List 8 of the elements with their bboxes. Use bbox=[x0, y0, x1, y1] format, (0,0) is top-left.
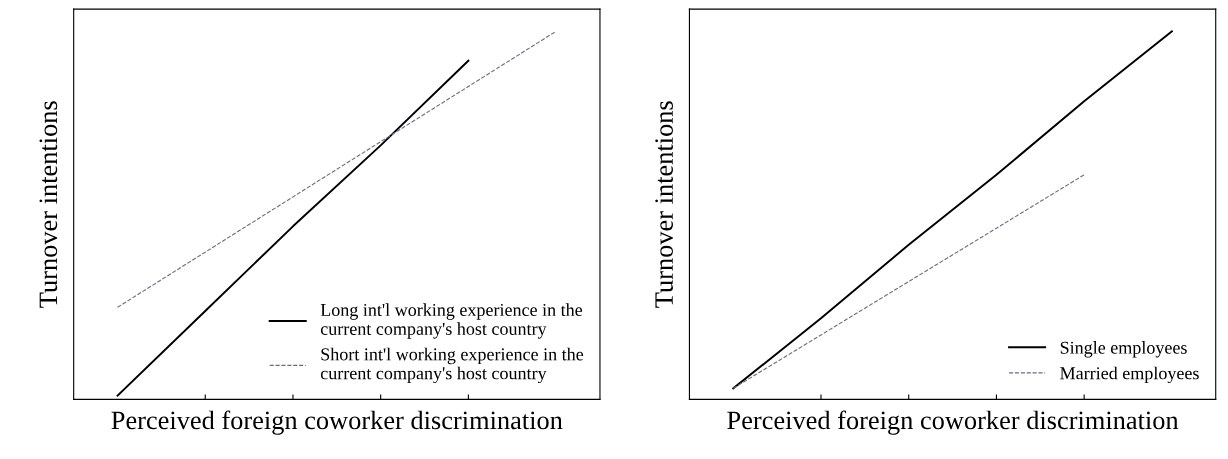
x-axis-title: Perceived foreign coworker discrimination bbox=[111, 410, 563, 435]
legend-label: Married employees bbox=[1060, 366, 1199, 384]
y-axis-title: Turnover intentions bbox=[39, 101, 58, 308]
y-axis-title: Turnover intentions bbox=[655, 101, 673, 308]
legend-label: Short int'l working experience in the current company's host country bbox=[320, 347, 584, 384]
x-axis-title: Perceived foreign coworker discrimination bbox=[727, 410, 1179, 435]
legend-label: Long int'l working experience in the current company's host country bbox=[320, 303, 583, 339]
legend-label: Single employees bbox=[1060, 341, 1187, 358]
